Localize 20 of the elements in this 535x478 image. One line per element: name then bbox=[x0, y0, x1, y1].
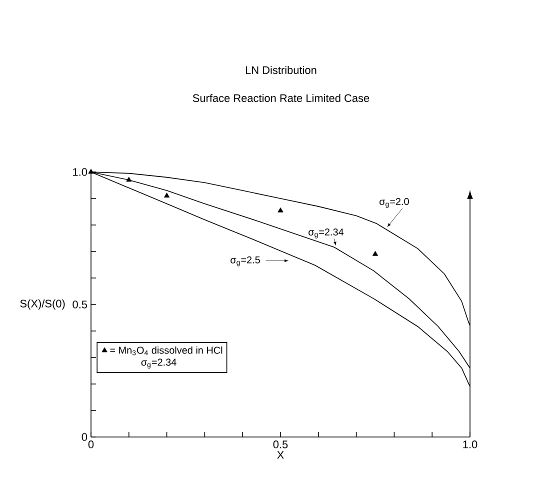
point bbox=[164, 192, 170, 198]
y-tick-label: 0 bbox=[82, 433, 88, 441]
point bbox=[88, 168, 94, 174]
y-axis-title: S(X)/S(0) bbox=[20, 299, 65, 310]
point bbox=[372, 250, 378, 256]
x-tick-label: 1.0 bbox=[463, 440, 478, 448]
series-label: σ$_{g}$=2.0 bbox=[380, 198, 409, 208]
chart-subtitle: Surface Reaction Rate Limited Case bbox=[192, 94, 370, 102]
chart-title: LN Distribution bbox=[246, 66, 316, 74]
series-label: σ$_{g}$=2.5 bbox=[230, 256, 260, 266]
annotation: σ$_{g}$=2.34 bbox=[141, 358, 176, 369]
point bbox=[126, 176, 132, 182]
x-tick-label: 0 bbox=[88, 440, 94, 448]
series-label: σ$_{g}$=2.34 bbox=[308, 228, 344, 238]
y-tick-label: 1.0 bbox=[73, 168, 88, 176]
point bbox=[278, 208, 284, 212]
x-axis-title: X bbox=[277, 451, 284, 459]
legend-label: = Mn$_{3}$O$_{4}$ dissolved in HCl bbox=[110, 346, 222, 356]
x-tick-label: 0.5 bbox=[273, 440, 288, 448]
y-tick-label: 0.5 bbox=[72, 300, 88, 308]
